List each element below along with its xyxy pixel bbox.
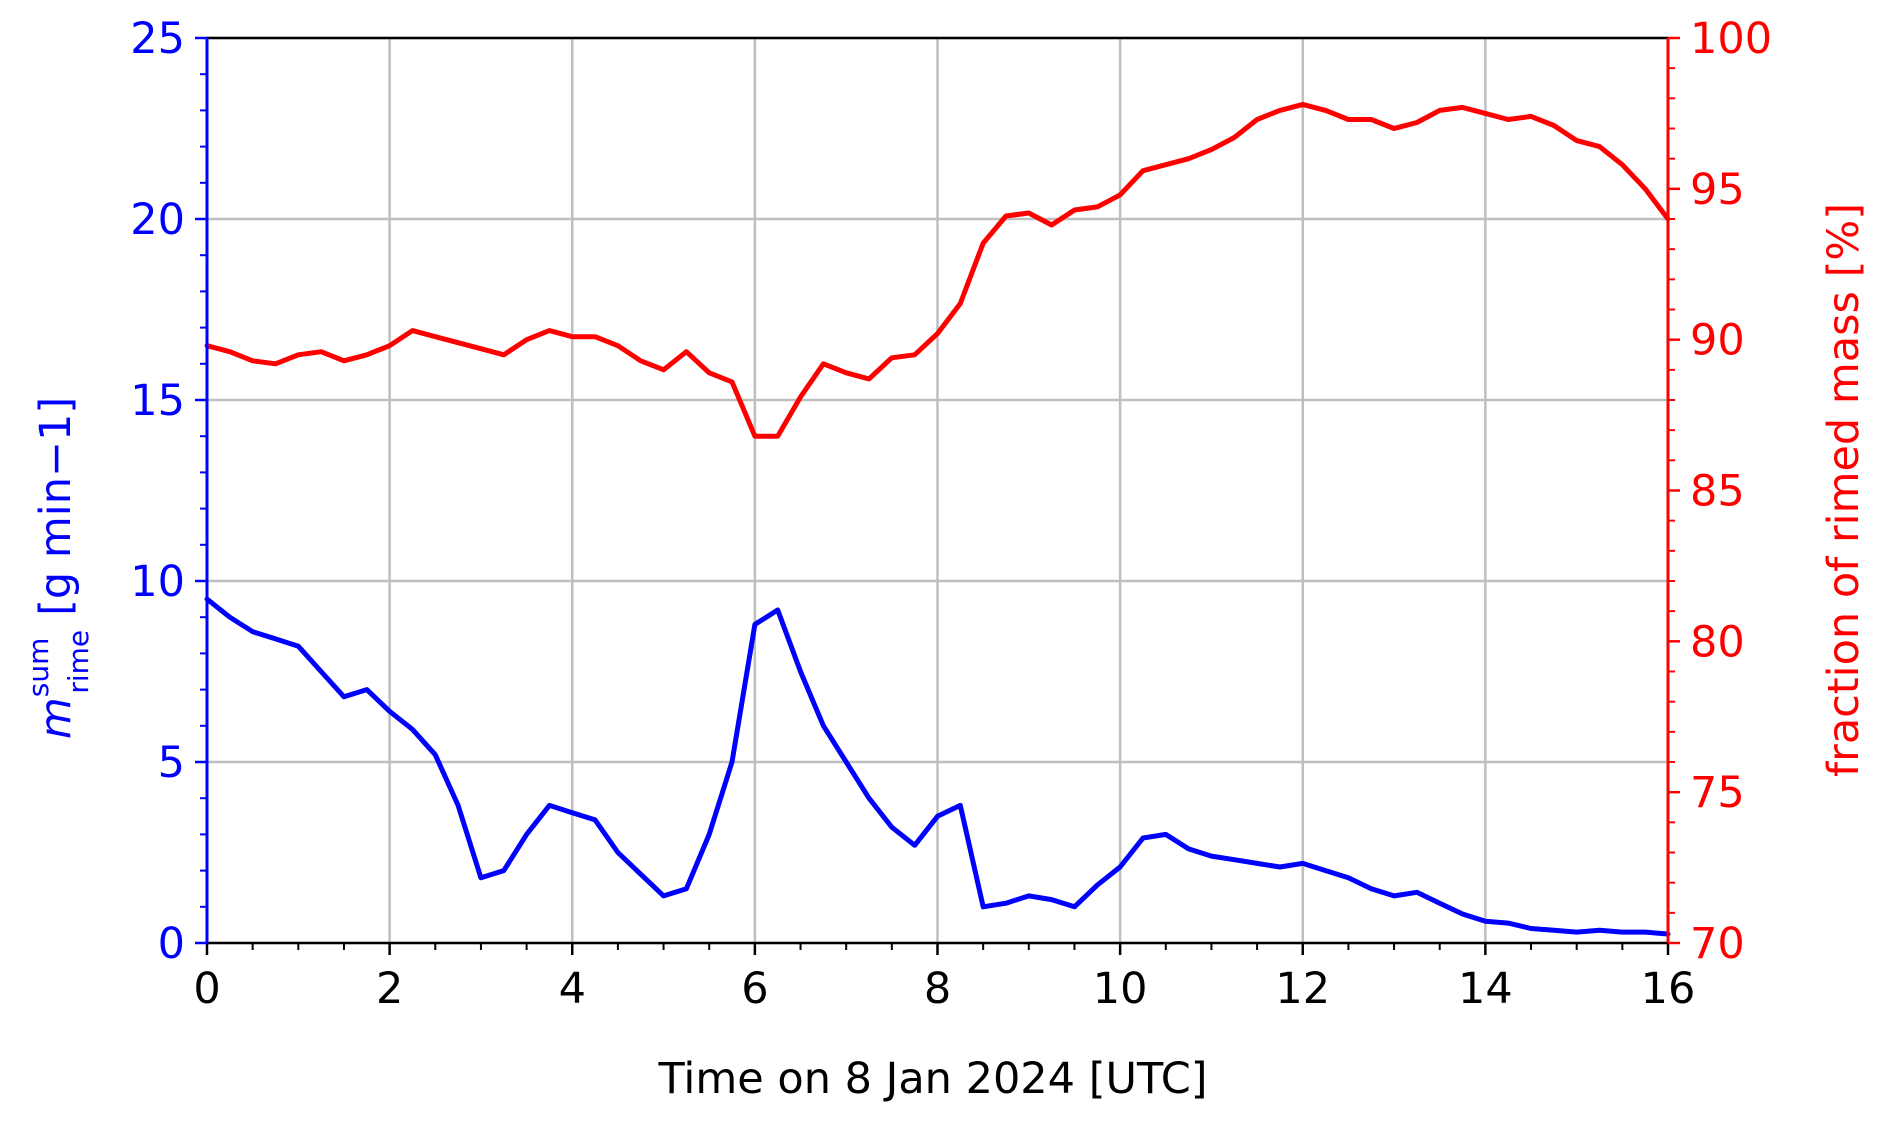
left-tick-label: 5 <box>158 738 185 788</box>
right-tick-label: 90 <box>1690 316 1745 366</box>
rime-mass-line <box>204 596 1671 937</box>
rimed-fraction-line <box>204 101 1671 439</box>
right-tick-label: 70 <box>1690 919 1745 969</box>
right-tick-label: 75 <box>1690 768 1745 818</box>
x-tick-label: 6 <box>741 964 768 1014</box>
plot-frame <box>195 36 1680 955</box>
tick-labels: 0 2 4 6 8 10 12 14 16 0 5 10 15 20 25 70 75 80 85 90 95 100 <box>130 14 1772 1014</box>
x-axis-title: Time on 8 Jan 2024 [UTC] <box>657 1054 1207 1104</box>
left-tick-label: 10 <box>130 557 185 607</box>
x-tick-label: 16 <box>1641 964 1696 1014</box>
series-lines <box>204 101 1671 937</box>
right-tick-label: 80 <box>1690 617 1745 667</box>
right-tick-label: 85 <box>1690 467 1745 517</box>
right-tick-label: 95 <box>1690 165 1745 215</box>
x-tick-label: 8 <box>924 964 951 1014</box>
left-axis-symbol-sup: sum <box>22 638 55 698</box>
left-tick-label: 0 <box>158 919 185 969</box>
left-axis-unit: [g min−1] <box>31 397 81 616</box>
right-axis-title: fraction of rimed mass [%] <box>1819 203 1869 777</box>
left-axis-symbol-sub: rime <box>62 630 95 694</box>
x-tick-label: 12 <box>1275 964 1330 1014</box>
x-tick-label: 10 <box>1093 964 1148 1014</box>
left-tick-label: 20 <box>130 195 185 245</box>
left-axis-symbol: m <box>31 697 81 739</box>
left-tick-label: 25 <box>130 14 185 64</box>
left-axis-title: msum rime [g min−1] <box>22 397 95 739</box>
x-tick-label: 0 <box>193 964 220 1014</box>
left-tick-label: 15 <box>130 376 185 426</box>
x-tick-label: 2 <box>376 964 403 1014</box>
x-tick-label: 14 <box>1458 964 1513 1014</box>
x-tick-label: 4 <box>559 964 586 1014</box>
right-tick-label: 100 <box>1690 14 1772 64</box>
